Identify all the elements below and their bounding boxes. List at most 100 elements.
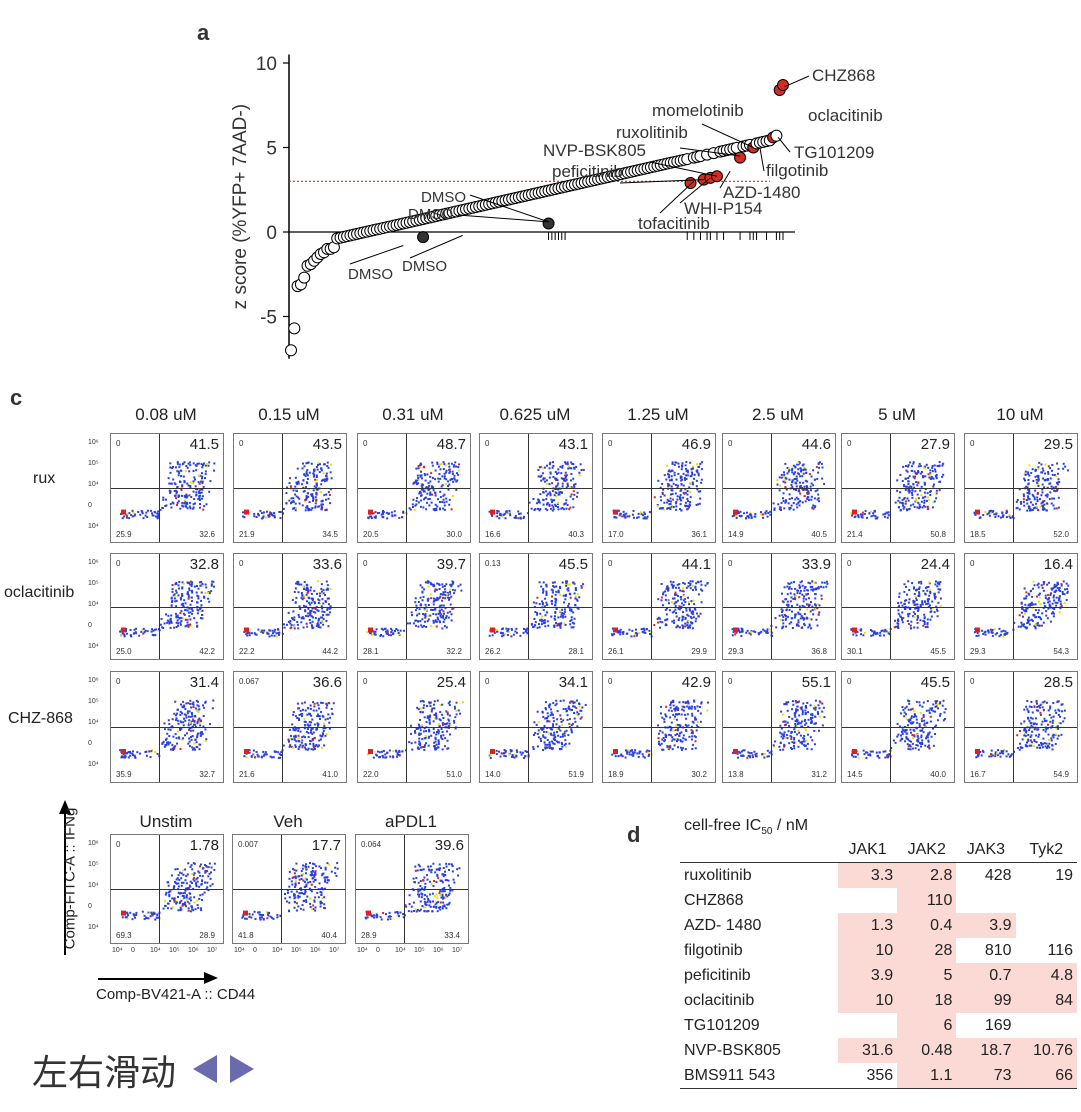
flow-dot: [538, 501, 541, 504]
flow-dot: [1053, 474, 1056, 477]
flow-dot: [1065, 582, 1068, 585]
flow-dot: [392, 755, 395, 758]
flow-dot: [557, 591, 560, 594]
flow-dot: [1041, 586, 1044, 589]
gate-hline: [603, 606, 715, 608]
flow-dot: [372, 630, 375, 633]
flow-dot: [298, 502, 301, 505]
flow-dot: [200, 599, 203, 602]
flow-plot: 27.9 0 50.8 21.4: [841, 433, 955, 543]
flow-dot: [657, 616, 660, 619]
flow-dot: [191, 609, 194, 612]
flow-dot: [662, 593, 665, 596]
flow-dot: [657, 479, 660, 482]
flow-dot: [1018, 614, 1021, 617]
flow-dot: [699, 580, 702, 583]
flow-dot: [863, 631, 866, 634]
flow-dot: [1037, 466, 1040, 469]
flow-dot: [788, 478, 791, 481]
flow-dot: [325, 472, 328, 475]
flow-dot: [913, 477, 916, 480]
flow-dot: [799, 481, 802, 484]
flow-dot: [297, 736, 300, 739]
flow-dot: [436, 596, 439, 599]
flow-dot: [697, 615, 700, 618]
flow-dot: [418, 737, 421, 740]
flow-dot: [916, 626, 919, 629]
flow-dot: [442, 716, 445, 719]
flow-dot: [428, 497, 431, 500]
flow-dot: [648, 750, 651, 753]
flow-dot: [667, 587, 670, 590]
flow-dot: [933, 594, 936, 597]
flow-dot: [912, 461, 915, 464]
flow-dot: [446, 593, 449, 596]
flow-dot: [327, 701, 330, 704]
flow-dot: [323, 494, 326, 497]
flow-dot: [680, 468, 683, 471]
flow-dot: [301, 598, 304, 601]
flow-dot: [798, 504, 801, 507]
flow-dot: [934, 580, 937, 583]
flow-dot: [434, 492, 437, 495]
flow-dot: [1025, 610, 1028, 613]
flow-dot: [1036, 624, 1039, 627]
flow-dot: [290, 502, 293, 505]
flow-dot: [189, 729, 192, 732]
flow-dot: [915, 598, 918, 601]
flow-dot: [540, 623, 543, 626]
flow-dot: [199, 584, 202, 587]
flow-dot: [208, 723, 211, 726]
flow-dot: [381, 511, 384, 514]
flow-dot: [621, 515, 624, 518]
flow-dot: [784, 481, 787, 484]
flow-dot: [319, 738, 322, 741]
flow-dot: [1051, 473, 1054, 476]
flow-dot: [661, 507, 664, 510]
flow-dot: [440, 485, 443, 488]
flow-dot: [984, 633, 987, 636]
flow-dot: [451, 607, 454, 610]
flow-dot: [552, 723, 555, 726]
flow-dot: [197, 705, 200, 708]
flow-dot: [295, 481, 298, 484]
flow-dot: [446, 711, 449, 714]
flow-dot: [918, 462, 921, 465]
flow-dot: [923, 616, 926, 619]
flow-dot: [570, 731, 573, 734]
flow-dot: [876, 516, 879, 519]
flow-dot: [874, 515, 877, 518]
flow-dot: [428, 484, 431, 487]
flow-dot: [908, 475, 911, 478]
flow-dot: [916, 618, 919, 621]
flow-dot: [143, 631, 146, 634]
flow-dot: [369, 632, 372, 635]
flow-dot: [548, 745, 551, 748]
flow-dot: [196, 585, 199, 588]
flow-dot: [923, 481, 926, 484]
flow-dot: [410, 724, 413, 727]
y-tick-label: 5: [266, 139, 277, 160]
flow-dot: [248, 631, 251, 634]
flow-dot: [677, 746, 680, 749]
flow-dot: [303, 701, 306, 704]
flow-dot: [548, 732, 551, 735]
flow-dot: [799, 475, 802, 478]
flow-dot: [310, 727, 313, 730]
flow-dot: [665, 478, 668, 481]
flow-dot: [496, 509, 499, 512]
flow-dot: [312, 489, 315, 492]
flow-dot: [573, 701, 576, 704]
flow-dot: [667, 500, 670, 503]
flow-dot: [941, 464, 944, 467]
flow-dot: [1049, 606, 1052, 609]
flow-dot: [552, 720, 555, 723]
flow-dot: [302, 479, 305, 482]
flow-dot: [189, 486, 192, 489]
flow-dot: [1026, 509, 1029, 512]
flow-dot: [260, 630, 263, 633]
flow-dot: [681, 615, 684, 618]
flow-dot: [571, 700, 574, 703]
flow-dot: [551, 728, 554, 731]
flow-dot: [789, 507, 792, 510]
